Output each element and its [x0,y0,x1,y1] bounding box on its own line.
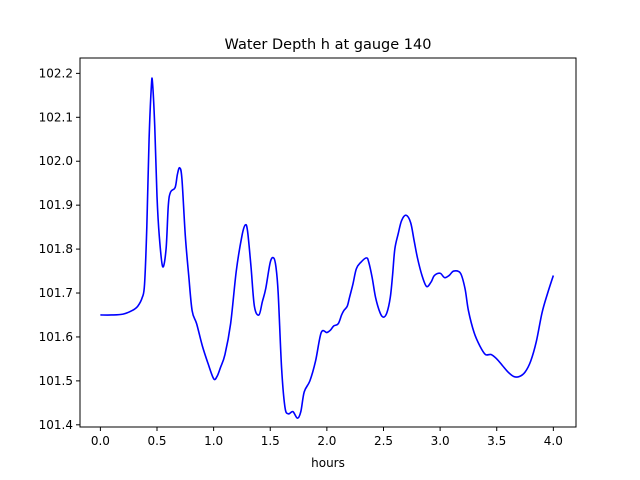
series-line-water-depth [100,77,555,420]
y-tick-label: 102.0 [39,154,73,168]
x-tick-label: 0.0 [91,434,110,448]
y-tick-label: 101.7 [39,286,73,300]
plot-frame [79,57,577,428]
x-tick-label: 4.0 [544,434,563,448]
x-tick-label: 1.5 [261,434,280,448]
plot-area [100,77,555,420]
chart-title: Water Depth h at gauge 140 [225,37,432,53]
x-tick-label: 2.0 [317,434,336,448]
x-tick-label: 2.5 [374,434,393,448]
x-tick-label: 1.0 [204,434,223,448]
y-tick-label: 101.9 [39,198,73,212]
y-tick-label: 102.1 [39,110,73,124]
x-tick-label: 0.5 [147,434,166,448]
y-tick-label: 101.8 [39,242,73,256]
x-tick-label: 3.0 [431,434,450,448]
y-tick-label: 101.5 [39,374,73,388]
y-axis: 101.4 101.5 101.6 101.7 101.8 101.9 102.0 102.1… [39,66,80,432]
x-axis-label: hours [311,456,345,470]
x-axis: 0.0 0.5 1.0 1.5 2.0 2.5 3.0 3.5 4.0 [91,427,563,448]
x-tick-label: 3.5 [487,434,506,448]
y-tick-label: 101.6 [39,330,73,344]
y-tick-label: 102.2 [39,66,73,80]
y-tick-label: 101.4 [39,418,73,432]
